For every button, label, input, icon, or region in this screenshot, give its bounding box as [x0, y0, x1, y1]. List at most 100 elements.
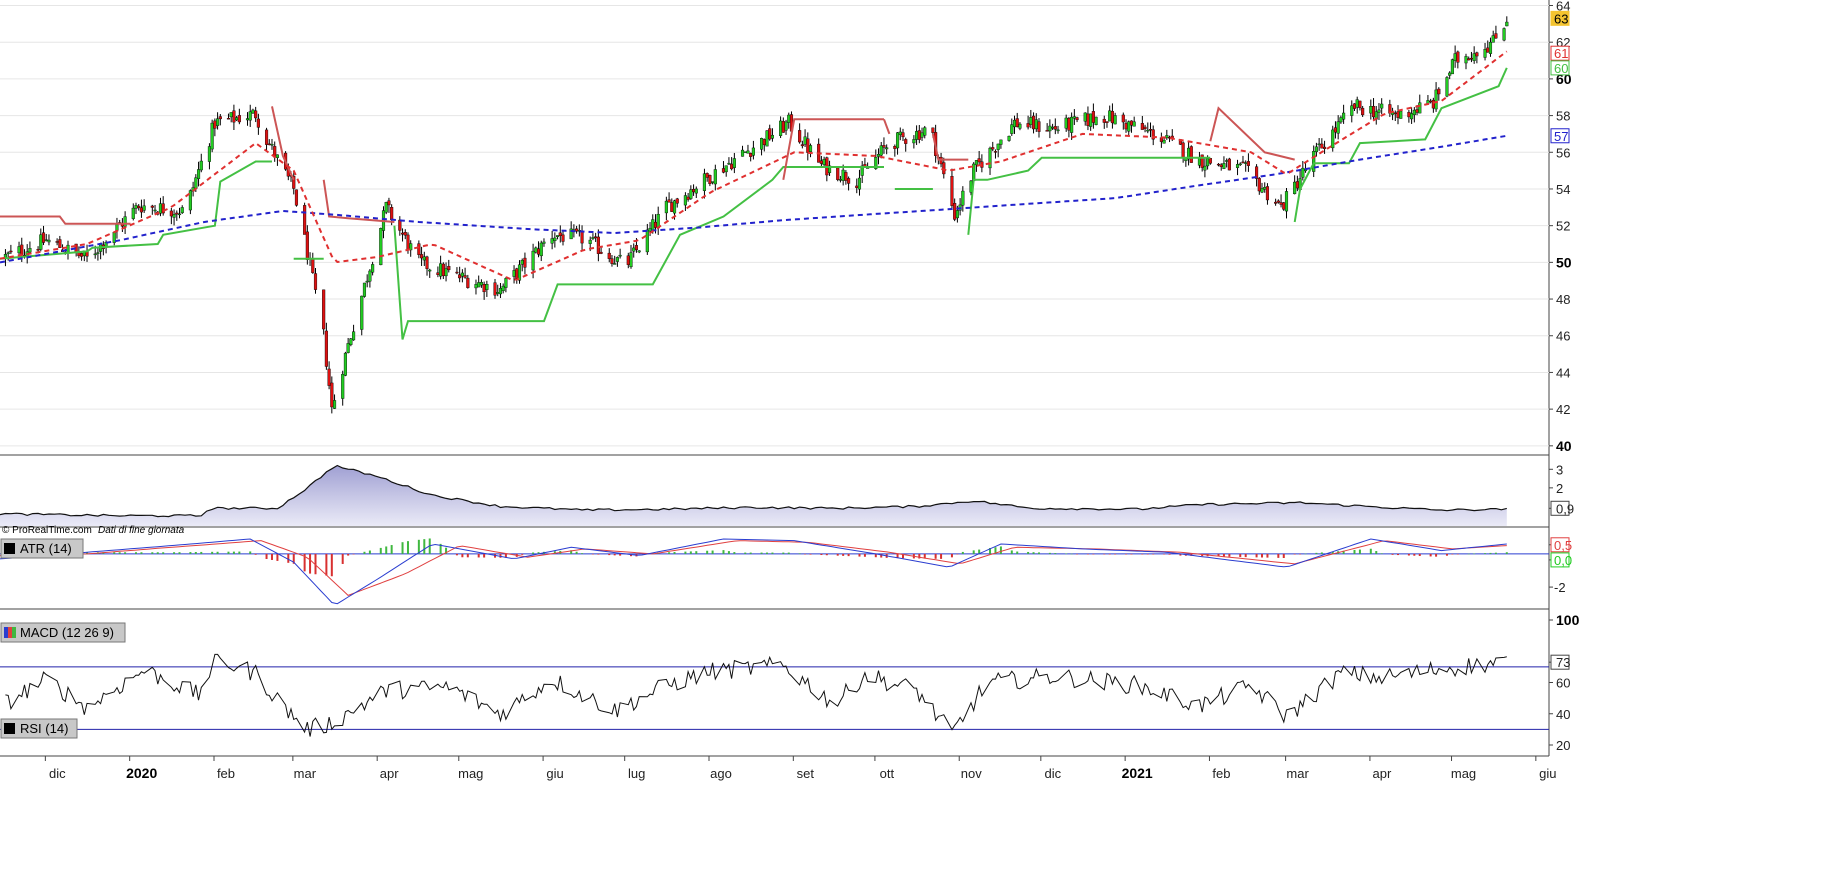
candle[interactable]	[1355, 96, 1359, 114]
candle[interactable]	[713, 164, 717, 191]
candle[interactable]	[1094, 116, 1098, 126]
candle[interactable]	[44, 233, 48, 242]
candle[interactable]	[1018, 122, 1022, 131]
candle[interactable]	[711, 181, 715, 185]
candle[interactable]	[950, 168, 954, 209]
candle[interactable]	[1208, 158, 1212, 165]
candle[interactable]	[1434, 82, 1438, 112]
candle[interactable]	[1333, 121, 1338, 139]
candle[interactable]	[1399, 110, 1403, 119]
candle[interactable]	[1339, 115, 1343, 124]
candle[interactable]	[501, 283, 505, 294]
candle[interactable]	[1274, 198, 1278, 206]
candle[interactable]	[425, 255, 429, 276]
candle[interactable]	[1056, 125, 1060, 134]
candle[interactable]	[917, 124, 921, 144]
candle[interactable]	[860, 161, 864, 184]
candle[interactable]	[656, 206, 660, 235]
candle[interactable]	[898, 127, 902, 141]
candle[interactable]	[942, 157, 946, 179]
candle[interactable]	[444, 262, 448, 282]
macd-panel[interactable]	[0, 538, 1549, 605]
candle[interactable]	[980, 154, 984, 173]
candle[interactable]	[1456, 50, 1460, 69]
rsi-label[interactable]: RSI (14)	[0, 718, 78, 739]
candle[interactable]	[615, 256, 619, 267]
candle[interactable]	[420, 246, 424, 266]
candle[interactable]	[596, 229, 600, 262]
candle[interactable]	[580, 225, 584, 251]
candle[interactable]	[1336, 115, 1340, 140]
candle[interactable]	[637, 250, 641, 254]
candle[interactable]	[1483, 42, 1487, 61]
candle[interactable]	[150, 204, 154, 215]
candle[interactable]	[66, 240, 70, 260]
candle[interactable]	[264, 127, 269, 152]
candle[interactable]	[838, 175, 842, 183]
candle[interactable]	[9, 244, 13, 255]
candle[interactable]	[594, 232, 598, 242]
candle[interactable]	[409, 240, 413, 257]
candle[interactable]	[142, 199, 146, 213]
candle[interactable]	[447, 259, 451, 273]
candle[interactable]	[120, 218, 124, 233]
candle[interactable]	[740, 145, 745, 157]
candle[interactable]	[618, 248, 622, 259]
candle[interactable]	[683, 192, 687, 211]
candle[interactable]	[365, 274, 369, 288]
candle[interactable]	[920, 127, 924, 141]
candle[interactable]	[613, 255, 617, 265]
candle[interactable]	[322, 289, 326, 335]
candle[interactable]	[1037, 118, 1041, 138]
candle[interactable]	[817, 138, 821, 163]
candle[interactable]	[441, 262, 445, 280]
candle[interactable]	[226, 113, 231, 120]
candle[interactable]	[1312, 145, 1316, 178]
candle[interactable]	[1475, 51, 1479, 64]
candle[interactable]	[1276, 199, 1280, 204]
candle[interactable]	[1361, 105, 1365, 117]
candle[interactable]	[58, 235, 62, 249]
candle[interactable]	[504, 276, 508, 293]
candle[interactable]	[1108, 105, 1112, 122]
candle[interactable]	[248, 104, 252, 127]
candle[interactable]	[1431, 97, 1435, 113]
candle[interactable]	[1472, 46, 1476, 64]
candle[interactable]	[216, 112, 220, 130]
candle[interactable]	[1494, 25, 1498, 39]
candle[interactable]	[847, 176, 851, 191]
candle[interactable]	[1331, 125, 1335, 152]
candle[interactable]	[1151, 125, 1155, 146]
candle[interactable]	[235, 115, 239, 122]
candle[interactable]	[1488, 37, 1493, 57]
candle[interactable]	[1187, 140, 1191, 166]
candle[interactable]	[686, 193, 690, 202]
candle[interactable]	[131, 203, 135, 221]
candle[interactable]	[708, 174, 712, 187]
candle[interactable]	[1279, 194, 1283, 208]
candle[interactable]	[379, 227, 383, 266]
candle[interactable]	[1317, 138, 1321, 151]
candle[interactable]	[1502, 27, 1506, 42]
candle[interactable]	[1197, 151, 1202, 169]
candle[interactable]	[199, 153, 203, 173]
candle[interactable]	[836, 166, 840, 182]
candle[interactable]	[591, 233, 595, 241]
candle[interactable]	[800, 140, 804, 149]
candle[interactable]	[730, 157, 734, 171]
candle[interactable]	[1053, 118, 1057, 135]
atr-label[interactable]: ATR (14)	[0, 538, 84, 559]
candle[interactable]	[1029, 109, 1033, 129]
candle[interactable]	[882, 137, 886, 154]
candle[interactable]	[610, 255, 614, 267]
candle[interactable]	[161, 196, 165, 216]
candle[interactable]	[28, 241, 32, 254]
candle[interactable]	[232, 104, 236, 130]
candle[interactable]	[689, 185, 693, 200]
candle[interactable]	[455, 267, 459, 275]
candle[interactable]	[1260, 182, 1264, 194]
candle[interactable]	[256, 113, 260, 135]
candle[interactable]	[1067, 116, 1071, 138]
candle[interactable]	[1124, 119, 1128, 133]
candle[interactable]	[1426, 95, 1430, 105]
